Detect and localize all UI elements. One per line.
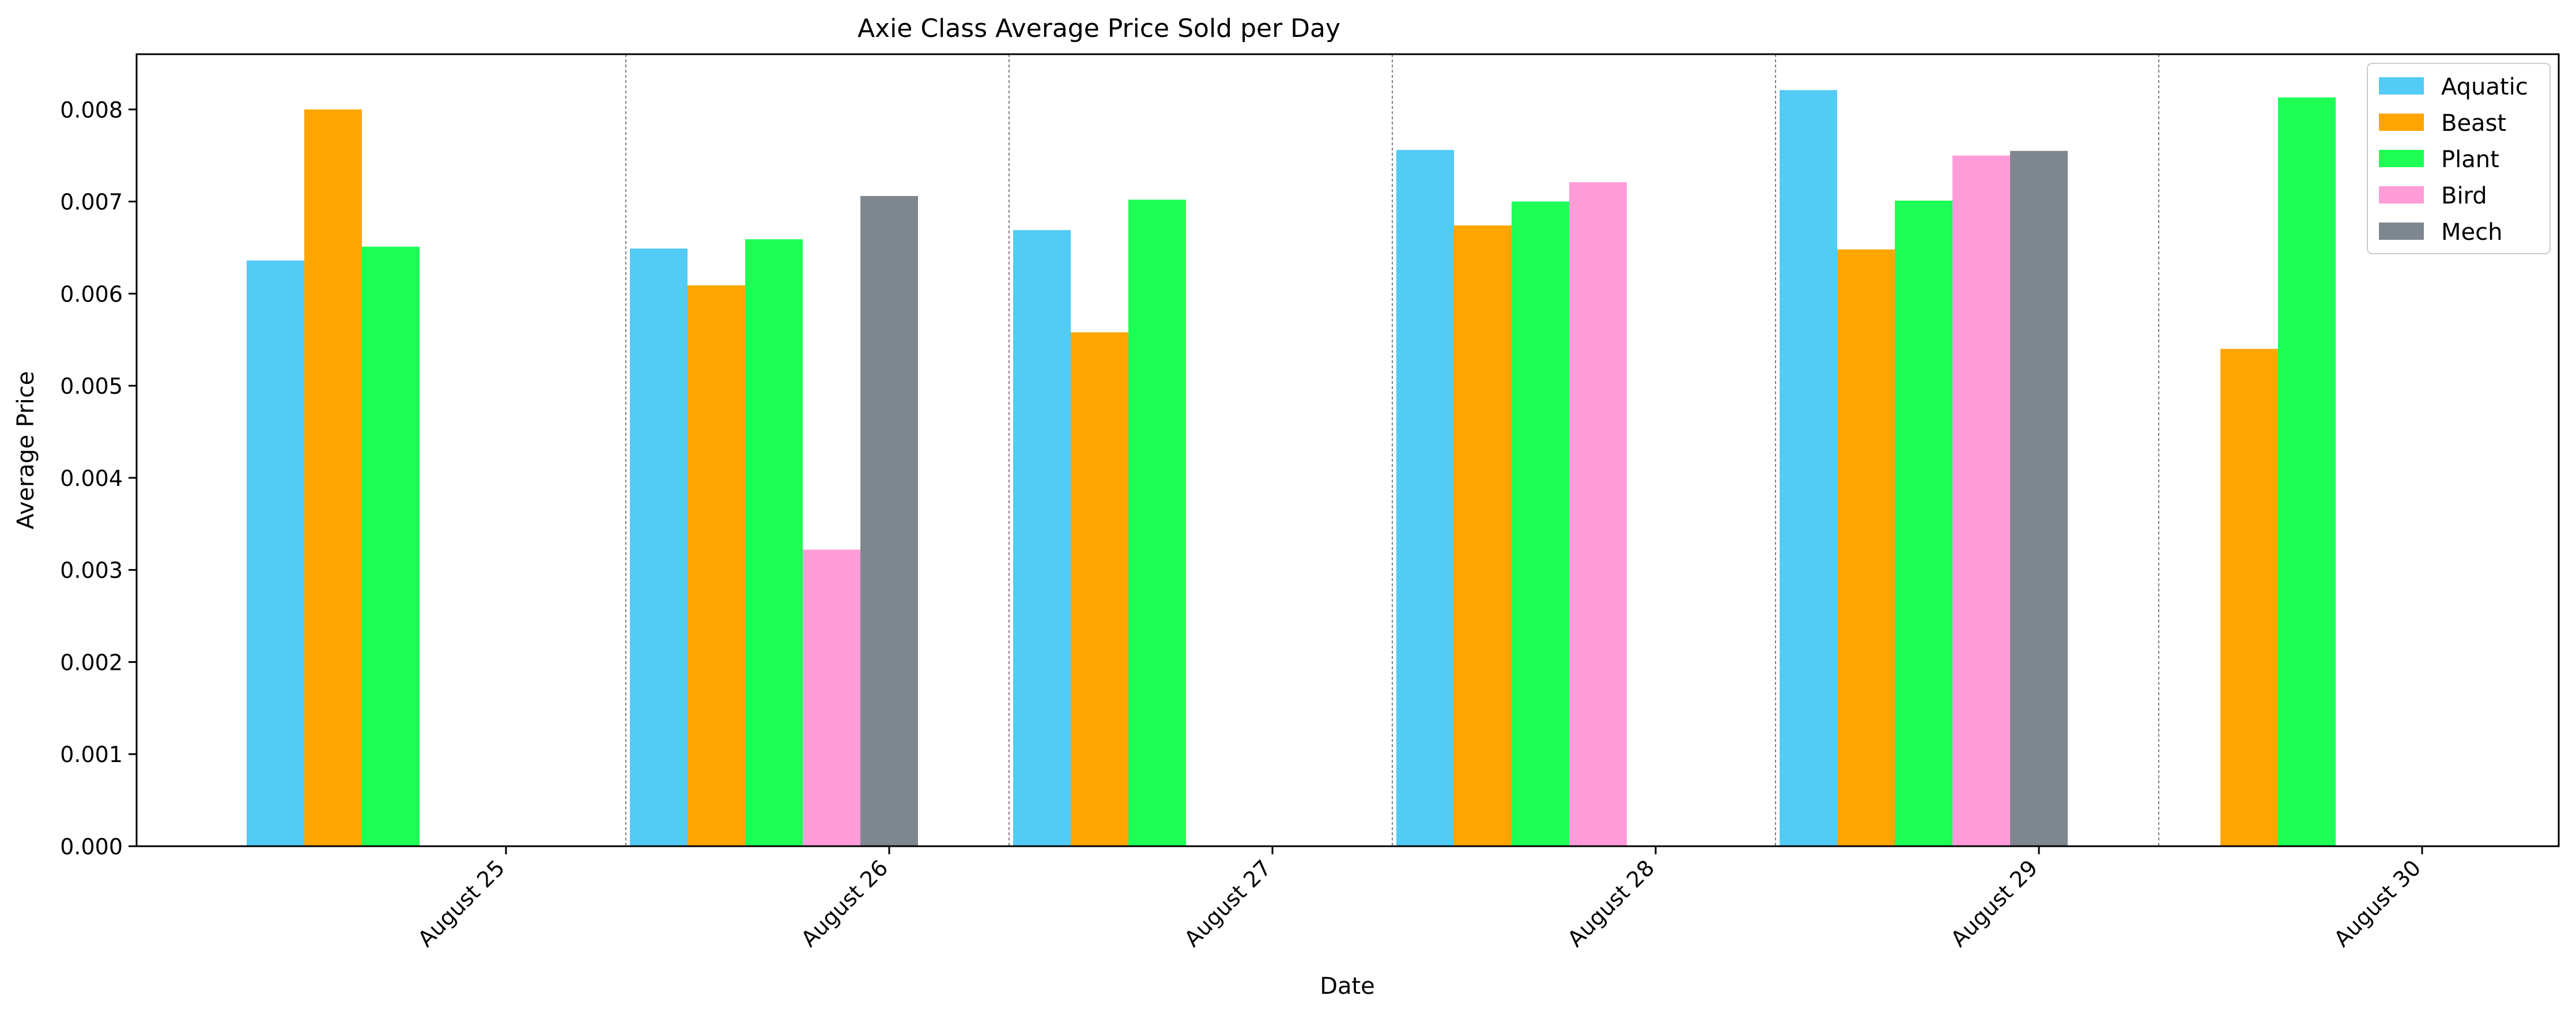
bar-beast-august-28 (1454, 225, 1512, 846)
bar-mech-august-29 (2010, 150, 2068, 846)
bar-beast-august-26 (688, 285, 745, 847)
bar-aquatic-august-26 (630, 248, 688, 846)
x-axis-label: Date (1320, 973, 1375, 1000)
bar-aquatic-august-28 (1396, 150, 1454, 846)
chart-title: Axie Class Average Price Sold per Day (858, 14, 1340, 43)
bar-bird-august-26 (803, 549, 860, 846)
y-tick-label: 0.004 (60, 466, 123, 491)
bar-plant-august-27 (1128, 199, 1186, 846)
legend-label-mech: Mech (2441, 219, 2502, 246)
legend-swatch-bird (2379, 186, 2424, 203)
legend: Aquatic Beast Plant Bird Mech (2367, 63, 2551, 254)
y-tick-label: 0.008 (60, 97, 123, 123)
legend-swatch-aquatic (2379, 77, 2424, 95)
bar-plant-august-29 (1895, 201, 1952, 846)
legend-label-aquatic: Aquatic (2441, 74, 2528, 100)
bar-plant-august-30 (2278, 97, 2336, 846)
y-tick-label: 0.007 (60, 190, 123, 215)
day-separators (625, 54, 2159, 846)
bar-beast-august-25 (304, 109, 362, 846)
bar-aquatic-august-27 (1013, 230, 1071, 847)
bar-bird-august-28 (1569, 182, 1627, 846)
plot-frame (135, 53, 2560, 847)
bar-plant-august-26 (745, 239, 803, 846)
bars-group (247, 90, 2336, 847)
bar-plant-august-25 (362, 246, 420, 846)
legend-swatch-plant (2379, 150, 2424, 167)
bar-aquatic-august-29 (1780, 90, 1837, 846)
y-tick-label: 0.006 (60, 281, 123, 307)
legend-box (2367, 63, 2551, 254)
legend-swatch-beast (2379, 114, 2424, 131)
y-axis-label: Average Price (13, 371, 39, 530)
legend-label-plant: Plant (2441, 146, 2499, 173)
y-axis: 0.000 0.001 0.002 0.003 0.004 0.005 0.006 0.007… (60, 97, 137, 859)
bar-plant-august-28 (1512, 201, 1569, 846)
y-tick-label: 0.005 (60, 374, 123, 399)
legend-label-beast: Beast (2441, 110, 2506, 137)
bar-aquatic-august-25 (247, 260, 304, 847)
legend-swatch-mech (2379, 223, 2424, 240)
bar-mech-august-26 (860, 196, 918, 846)
legend-label-bird: Bird (2441, 183, 2487, 209)
y-tick-label: 0.000 (60, 834, 123, 859)
y-tick-label: 0.003 (60, 558, 123, 583)
y-tick-label: 0.001 (60, 742, 123, 767)
bar-bird-august-29 (1952, 155, 2010, 847)
bar-beast-august-29 (1837, 249, 1895, 846)
bar-beast-august-30 (2220, 349, 2278, 846)
y-tick-label: 0.002 (60, 650, 123, 675)
bar-beast-august-27 (1071, 332, 1128, 846)
